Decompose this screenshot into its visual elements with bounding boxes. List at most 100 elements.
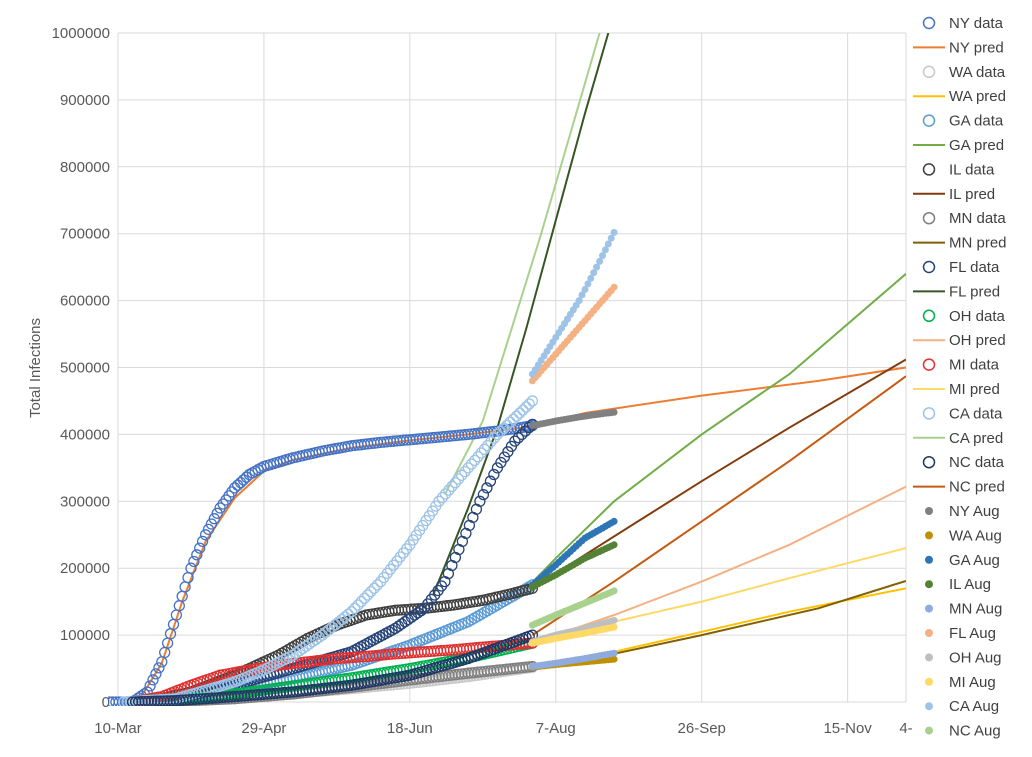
mn-aug-point <box>610 649 618 657</box>
ny-data-point <box>208 513 220 525</box>
legend-label: FL data <box>949 259 1000 276</box>
ca-data-point <box>358 592 371 604</box>
ca-aug-point <box>584 280 592 288</box>
legend-label: GA Aug <box>949 552 1000 569</box>
legend-item-wa-data: WA data <box>922 64 1006 81</box>
legend-circle-marker <box>922 309 936 323</box>
y-tick-label: 200000 <box>60 560 110 577</box>
x-tick-label: 26-Sep <box>678 720 726 737</box>
ga-pred-series <box>525 273 906 589</box>
ga-aug-point <box>610 517 618 525</box>
ca-data-point <box>439 488 452 500</box>
legend-item-oh-pred: OH pred <box>913 332 1006 349</box>
ca-aug-point <box>607 234 615 242</box>
x-tick-label: 10-Mar <box>94 720 142 737</box>
legend-label: GA data <box>949 113 1004 130</box>
ca-data-point <box>352 599 364 611</box>
ca-data-point <box>488 432 500 444</box>
legend-circle-marker <box>922 358 936 371</box>
legend-label: OH Aug <box>949 649 1002 666</box>
fl-pred-line <box>432 33 610 596</box>
ga-pred-line <box>525 273 906 589</box>
ca-aug-point <box>587 274 595 282</box>
ca-data-point <box>342 608 354 620</box>
legend-circle-marker <box>922 16 936 30</box>
y-tick-label: 500000 <box>60 360 110 377</box>
x-tick-label: 18-Jun <box>387 720 433 737</box>
ny-aug-series <box>528 408 618 430</box>
fl-data-point <box>477 488 490 501</box>
y-tick-label: 600000 <box>60 293 110 310</box>
legend-label: MN data <box>949 210 1006 227</box>
legend-label: OH data <box>949 308 1006 325</box>
legend-item-oh-aug: OH Aug <box>925 649 1002 666</box>
y-tick-label: 300000 <box>60 493 110 510</box>
legend-label: IL data <box>949 161 995 178</box>
legend-item-mn-aug: MN Aug <box>925 601 1002 618</box>
x-tick-label: 29-Apr <box>241 720 286 737</box>
legend-item-oh-data: OH data <box>922 308 1006 325</box>
legend-dot-marker <box>925 677 933 686</box>
legend-item-wa-aug: WA Aug <box>925 527 1002 544</box>
ca-data-point <box>514 407 526 419</box>
y-tick-label: 1000000 <box>52 25 110 42</box>
legend-dot-marker <box>925 604 933 613</box>
legend-dot-marker <box>925 629 933 637</box>
legend-item-fl-pred: FL pred <box>913 283 1000 300</box>
legend-label: NC data <box>949 454 1005 471</box>
ny-data-point <box>144 680 156 692</box>
legend-label: NC Aug <box>949 723 1001 740</box>
gridlines <box>117 32 907 703</box>
ca-aug-series <box>528 228 618 378</box>
nc-aug-point <box>610 587 618 595</box>
legend-item-il-data: IL data <box>922 161 995 178</box>
y-tick-label: 400000 <box>60 426 110 443</box>
ny-data-point <box>202 523 215 536</box>
ca-data-point <box>469 454 481 467</box>
legend-label: NY pred <box>949 39 1004 56</box>
ny-data-point <box>150 668 162 680</box>
legend-label: IL pred <box>949 186 995 203</box>
fl-data-point <box>474 495 486 507</box>
ca-aug-point <box>593 263 601 271</box>
ca-aug-point <box>599 252 606 260</box>
x-tick-label: 7-Aug <box>536 720 576 737</box>
legend-label: WA Aug <box>949 527 1002 544</box>
legend-label: MI pred <box>949 381 1000 398</box>
x-tick-label: 4- <box>899 720 912 737</box>
ny-data-point <box>191 549 203 561</box>
nc-aug-series <box>528 587 618 629</box>
ca-data-point <box>449 477 461 489</box>
fl-aug-series <box>528 283 618 385</box>
legend-item-nc-data: NC data <box>922 454 1005 471</box>
ca-data-point <box>355 595 367 608</box>
legend-item-mi-pred: MI pred <box>913 381 1000 398</box>
ca-data-point <box>475 447 487 459</box>
fl-aug-point <box>610 283 618 291</box>
y-tick-label: 800000 <box>60 159 110 176</box>
nc-data-point <box>158 695 170 706</box>
legend-item-il-pred: IL pred <box>913 186 995 203</box>
ca-data-point <box>523 398 535 410</box>
legend-label: NC pred <box>949 479 1005 496</box>
legend-item-ny-data: NY data <box>922 15 1004 32</box>
ca-data-point <box>510 410 523 422</box>
legend-circle-marker <box>922 114 936 127</box>
legend-label: IL Aug <box>949 576 991 593</box>
legend-item-ny-pred: NY pred <box>913 39 1004 56</box>
ca-data-point <box>394 551 406 563</box>
y-axis-label: Total Infections <box>27 318 44 418</box>
fl-data-point <box>488 468 500 481</box>
y-tick-label: 700000 <box>60 226 110 243</box>
ca-data-point <box>443 484 455 496</box>
ca-data-point <box>456 469 468 481</box>
ca-data-point <box>452 473 465 485</box>
fl-data-point <box>512 432 525 444</box>
fl-data-point <box>509 435 521 447</box>
ny-data-point <box>211 507 223 519</box>
legend-item-fl-aug: FL Aug <box>925 625 996 642</box>
mi-aug-series <box>528 623 618 647</box>
legend-label: MI data <box>949 357 1000 374</box>
ca-data-point <box>504 416 516 428</box>
